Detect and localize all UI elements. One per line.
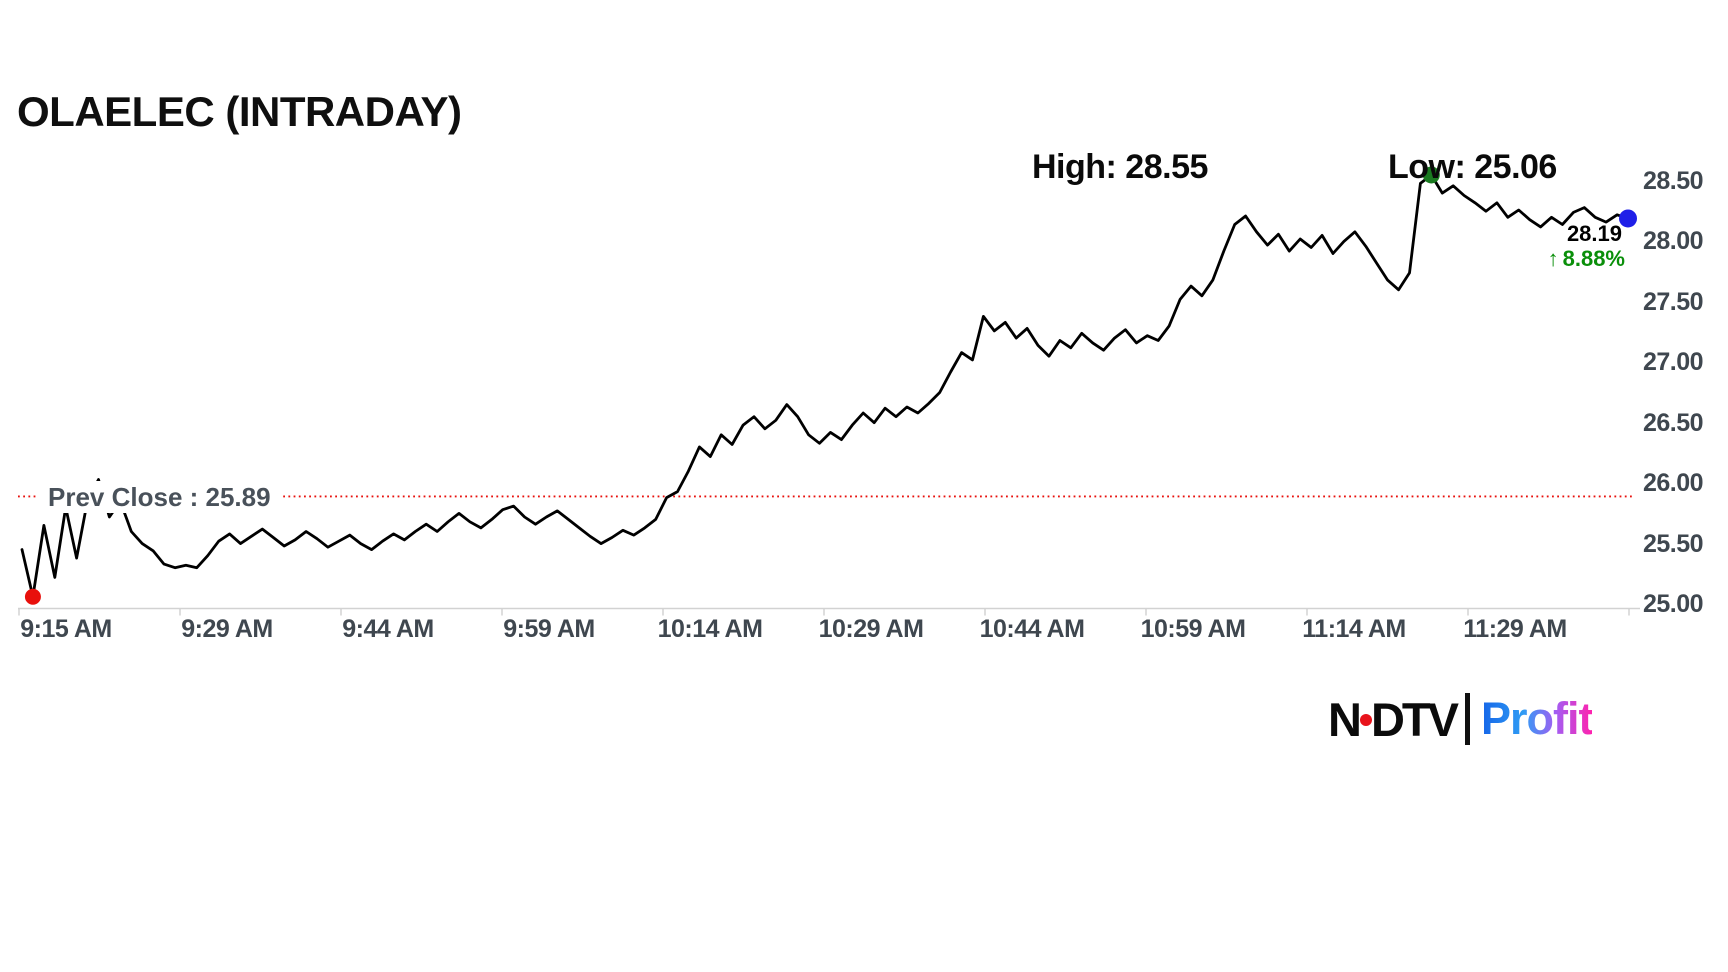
x-axis-tick-label: 9:59 AM (503, 615, 595, 643)
last-marker-dot (1619, 209, 1637, 228)
y-axis-tick-label: 26.50 (1643, 408, 1704, 437)
x-axis-tick-label: 10:59 AM (1140, 615, 1246, 643)
logo-divider (1464, 693, 1470, 745)
x-axis-tick-label: 10:29 AM (818, 615, 924, 643)
y-axis-tick-label: 25.50 (1643, 529, 1704, 558)
y-axis-tick-label: 27.00 (1643, 348, 1704, 377)
ndtv-logo-text: N DTV (1328, 692, 1459, 747)
y-axis-tick-label: 26.00 (1643, 469, 1704, 498)
ndtv-n: N (1328, 692, 1362, 746)
x-axis-tick-label: 9:29 AM (181, 615, 273, 643)
x-axis-tick-label: 10:44 AM (979, 615, 1085, 643)
x-axis-tick-label: 10:14 AM (657, 615, 763, 643)
change-percent: 8.88% (1562, 246, 1625, 271)
ndtv-profit-logo: N DTV Profit (1328, 691, 1593, 747)
low-marker-dot (24, 588, 41, 605)
price-path (20, 173, 1630, 599)
up-arrow-icon: ↑ (1547, 246, 1559, 271)
x-axis-tick-label: 9:44 AM (342, 615, 434, 643)
high-marker-dot (1422, 166, 1440, 184)
change-label: ↑ 8.88% (1548, 246, 1625, 272)
ndtv-red-dot-icon (1359, 714, 1372, 726)
y-axis-tick-label: 25.00 (1643, 590, 1704, 618)
high-annotation: High: 28.55 (1032, 148, 1208, 186)
page-title: OLAELEC (INTRADAY) (17, 88, 462, 135)
prev-close-label: Prev Close : 25.89 (38, 481, 281, 513)
y-axis-tick-label: 27.50 (1643, 287, 1704, 316)
x-axis-tick-label: 11:14 AM (1302, 615, 1406, 643)
low-annotation: Low: 25.06 (1388, 148, 1557, 186)
x-axis-tick-label: 11:29 AM (1463, 615, 1567, 643)
x-axis-tick-label: 9:15 AM (20, 615, 112, 643)
profit-logo-text: Profit (1480, 693, 1593, 744)
y-axis-tick-label: 28.50 (1643, 167, 1704, 195)
ndtv-dtv: DTV (1370, 692, 1459, 746)
last-price-label: 28.19 (1566, 221, 1622, 246)
y-axis-tick-label: 28.00 (1643, 227, 1704, 256)
